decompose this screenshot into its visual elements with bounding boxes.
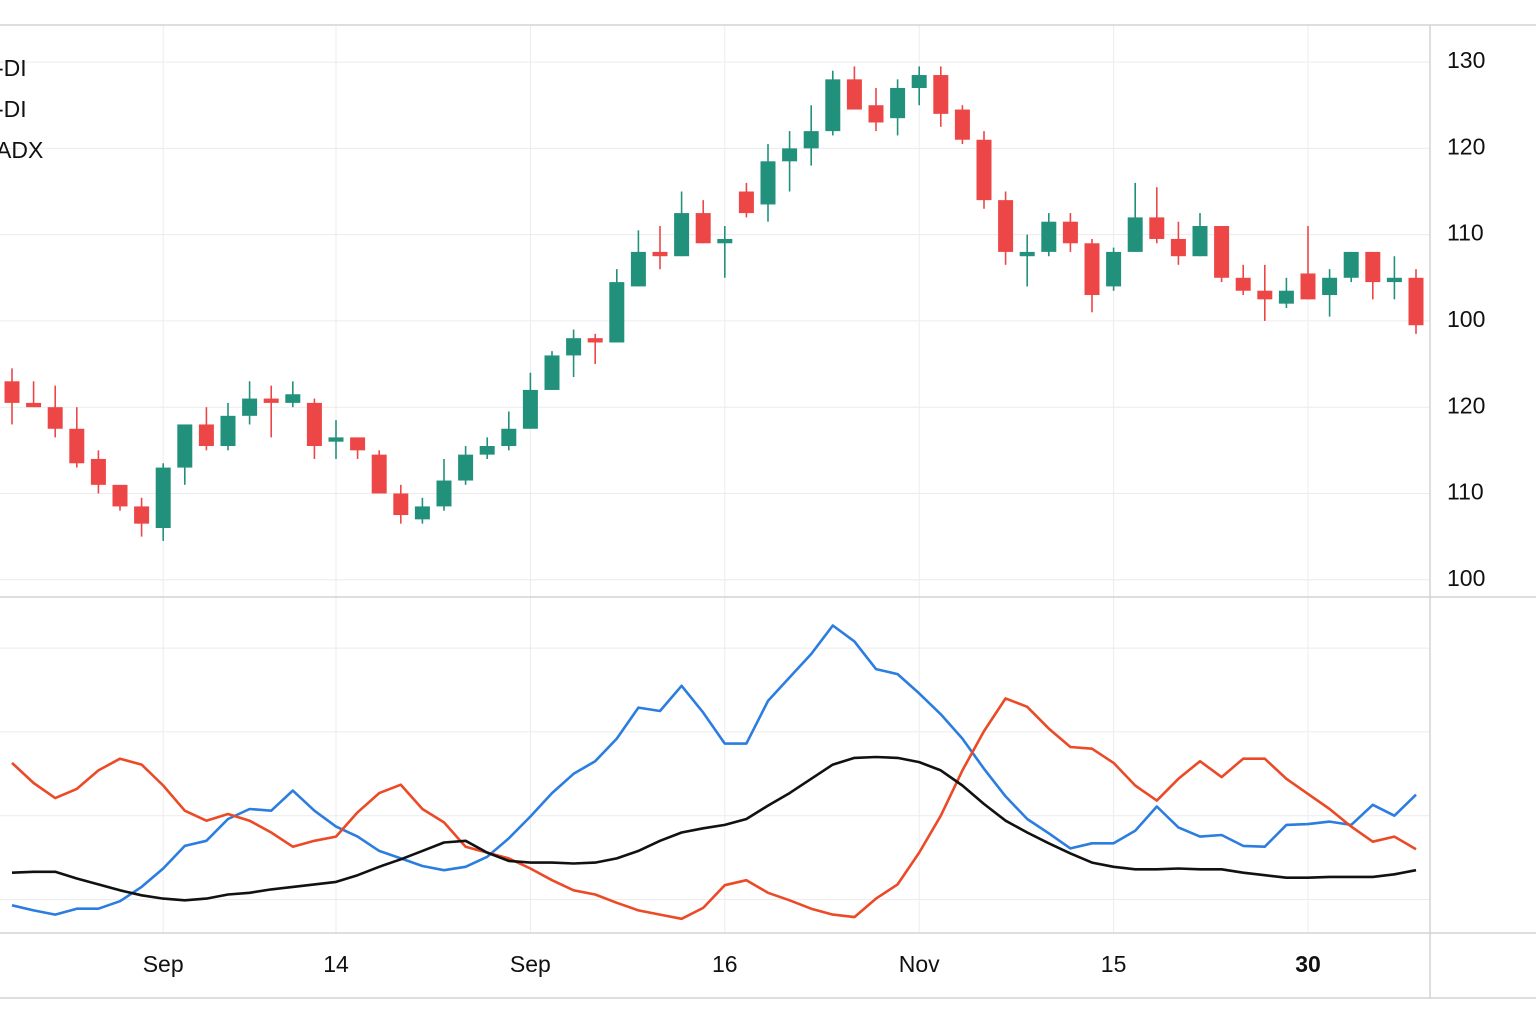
candle-body [1019,251,1035,257]
candle-body [177,424,193,468]
candle-body [868,105,884,123]
candle-body [479,446,495,455]
x-tick-label: 14 [323,951,349,977]
candle-body [1257,290,1273,300]
candle-body [1343,251,1359,278]
x-tick-label: 16 [712,951,738,977]
candle-body [1300,273,1316,300]
candle-body [1106,251,1122,287]
candle-body [1386,277,1402,283]
candle-body [1322,277,1338,296]
candle-body [4,381,20,403]
y-tick-label: 110 [1447,220,1484,246]
candle-body [933,75,949,114]
candle-body [458,454,474,481]
candle-body [155,467,171,528]
x-tick-label: 15 [1101,951,1127,977]
candle-body [652,251,668,257]
legend-label: -DI [0,55,27,81]
indicator-line [11,697,1417,921]
candle-body [371,454,387,494]
y-tick-label: 120 [1447,392,1485,418]
legend-label: -DI [0,96,27,122]
candle-body [1084,243,1100,296]
candle-body [695,213,711,244]
candle-body [242,398,258,416]
candle-body [566,338,582,356]
candle-body [90,458,106,485]
candle-body [134,506,150,524]
candle-body [1062,221,1078,244]
candle-body [890,87,906,119]
candle-body [782,148,798,162]
candle-body [1214,226,1230,278]
x-tick-label: Nov [899,951,940,977]
y-tick-label: 110 [1447,479,1484,505]
x-tick-label: Sep [143,951,184,977]
indicator-line [11,624,1417,916]
candle-body [1149,217,1165,239]
candle-body [1278,290,1294,304]
candle-body [198,424,214,447]
candle-body [630,251,646,287]
x-tick-label: 30 [1295,951,1321,977]
candle-body [609,282,625,343]
legend-label: ADX [0,137,43,163]
candle-body [544,355,560,390]
mark-layer [4,66,1424,921]
candle-body [350,437,366,451]
candle-body [393,493,409,516]
candle-body [738,191,754,214]
candle-body [760,161,776,205]
candle-body [1408,277,1424,326]
candle-body [717,238,733,244]
candle-body [674,213,690,257]
candle-body [976,139,992,201]
y-tick-label: 130 [1447,47,1485,73]
grid-layer [0,25,1430,933]
x-tick-label: Sep [510,951,551,977]
candle-body [1041,221,1057,252]
candle-body [436,480,452,507]
y-tick-label: 100 [1447,306,1485,332]
candle-body [522,389,538,429]
candle-body [263,398,279,403]
candle-body [414,506,430,520]
candle-body [220,415,236,447]
y-tick-label: 120 [1447,133,1485,159]
candle-body [825,79,841,132]
candle-body [998,200,1014,252]
candle-body [112,484,128,507]
candle-body [306,402,322,447]
candle-body [26,402,42,408]
candle-body [328,437,344,442]
label-layer: Sep 14 Sep 16 Nov 15 30 130 120 110 100 120 110 100 -D… [0,47,1485,977]
candle-body [846,79,862,110]
candle-body [587,338,603,343]
candle-body [1192,226,1208,257]
candle-body [69,428,85,464]
y-tick-label: 100 [1447,565,1485,591]
candle-body [803,131,819,149]
candle-body [911,75,927,88]
candle-body [1235,277,1251,291]
indicator-line [11,755,1417,902]
candle-body [47,407,63,429]
candle-body [501,428,517,447]
candle-body [1127,217,1143,252]
candle-body [954,109,970,140]
candle-body [285,394,301,403]
candle-body [1365,251,1381,283]
candle-body [1170,238,1186,257]
